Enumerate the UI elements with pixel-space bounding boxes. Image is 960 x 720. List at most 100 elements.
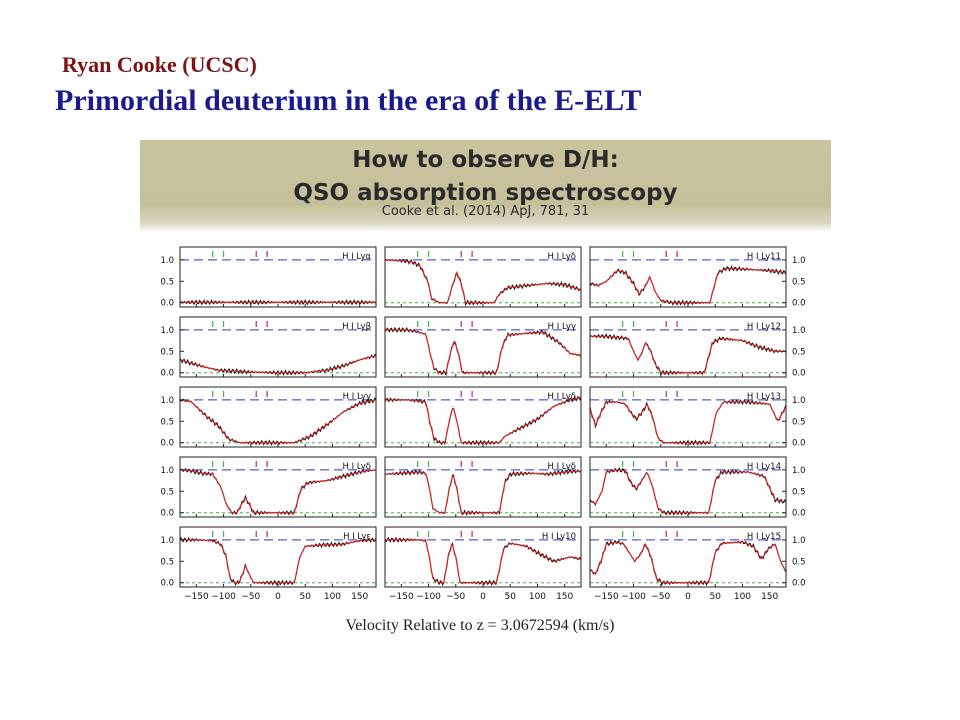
x-tick-label: 100 [324, 592, 341, 602]
panel-label: H I Lyα [342, 252, 371, 262]
banner-heading: How to observe D/H: [352, 147, 619, 173]
observed-spectrum [384, 395, 582, 447]
model-fit-curve [180, 469, 377, 514]
y-tick-label: 0.5 [160, 277, 174, 287]
x-tick-label: 150 [556, 592, 573, 602]
spectra-figure: H I Lyα 0.0 0.5 1.0 H I Lyβ 0.0 0.5 1.0 H I Lyγ 0… [160, 246, 806, 602]
y-tick-label: 0.0 [792, 579, 806, 589]
model-fit-curve [385, 470, 582, 514]
observed-spectrum [384, 326, 582, 377]
model-fit-curve [179, 399, 377, 444]
model-fit-curve [589, 267, 787, 304]
panel-label: H I Ly10 [542, 532, 576, 542]
x-tick-label: 50 [504, 592, 516, 602]
x-tick-label: −150 [389, 592, 414, 602]
panel-label: H I Lyδ [343, 462, 372, 472]
y-tick-label: 0.5 [792, 277, 806, 287]
observed-spectrum [589, 539, 787, 587]
y-tick-label: 0.5 [792, 347, 806, 357]
observed-spectrum [179, 397, 377, 446]
y-tick-label: 1.0 [160, 326, 174, 336]
figure-banner: How to observe D/H: QSO absorption spect… [140, 140, 831, 232]
y-tick-label: 0.5 [792, 557, 806, 567]
x-tick-label: 100 [529, 592, 546, 602]
panel-label: H I Ly12 [747, 322, 781, 332]
y-tick-label: 1.0 [792, 256, 806, 266]
model-fit-curve [385, 329, 582, 374]
observed-spectrum [589, 265, 787, 306]
y-tick-label: 0.5 [160, 487, 174, 497]
x-tick-label: 50 [709, 592, 721, 602]
x-tick-label: −50 [651, 592, 670, 602]
panel-label: H I Lyδ [548, 392, 577, 402]
model-fit-curve [589, 401, 787, 444]
model-fit-curve [590, 335, 786, 374]
x-tick-label: 150 [761, 592, 778, 602]
x-tick-label: −50 [241, 592, 260, 602]
y-tick-label: 0.5 [792, 487, 806, 497]
y-tick-label: 1.0 [160, 466, 174, 476]
model-fit-curve [179, 355, 377, 374]
banner-subheading: QSO absorption spectroscopy [293, 180, 678, 206]
x-tick-label: 0 [685, 592, 691, 602]
y-tick-label: 0.5 [792, 417, 806, 427]
model-fit-curve [589, 541, 787, 584]
y-tick-label: 0.0 [792, 439, 806, 449]
model-fit-curve [385, 539, 582, 584]
x-tick-label: −50 [446, 592, 465, 602]
panel-label: H I Lyδ [548, 462, 577, 472]
model-fit-curve [180, 539, 376, 584]
x-tick-label: 150 [351, 592, 368, 602]
y-tick-label: 0.0 [160, 369, 174, 379]
model-fit-curve [385, 259, 582, 304]
observed-spectrum [589, 398, 787, 446]
y-tick-label: 1.0 [160, 536, 174, 546]
slide-title: Primordial deuterium in the era of the E… [55, 84, 642, 117]
x-tick-label: −100 [416, 592, 441, 602]
y-tick-label: 0.0 [160, 579, 174, 589]
x-tick-label: −100 [621, 592, 646, 602]
y-tick-label: 1.0 [160, 256, 174, 266]
observed-spectrum [589, 467, 787, 517]
y-tick-label: 0.5 [160, 347, 174, 357]
x-axis-label: Velocity Relative to z = 3.0672594 (km/s… [345, 617, 615, 634]
x-tick-label: −150 [594, 592, 619, 602]
x-tick-label: 0 [480, 592, 486, 602]
x-tick-label: −150 [184, 592, 209, 602]
observed-spectrum [384, 468, 582, 516]
panel-label: H I Lyβ [342, 322, 371, 332]
x-tick-label: 0 [275, 592, 281, 602]
y-tick-label: 0.0 [160, 509, 174, 519]
observed-spectrum [179, 536, 377, 586]
y-tick-label: 1.0 [792, 536, 806, 546]
panel-label: H I Ly15 [747, 532, 781, 542]
y-tick-label: 0.5 [160, 417, 174, 427]
banner-citation: Cooke et al. (2014) ApJ, 781, 31 [381, 204, 590, 219]
y-tick-label: 0.0 [160, 299, 174, 309]
author-name: Ryan Cooke (UCSC) [62, 52, 257, 77]
panel-label: H I Lyγ [343, 392, 371, 402]
panel-label: H I Lyε [343, 532, 371, 542]
x-tick-label: 50 [299, 592, 311, 602]
x-tick-label: −100 [211, 592, 236, 602]
y-tick-label: 1.0 [792, 396, 806, 406]
model-fit-curve [589, 469, 787, 514]
y-tick-label: 1.0 [792, 466, 806, 476]
panel-label: H I Lyδ [548, 252, 577, 262]
observed-spectrum [384, 536, 582, 587]
panel-label: H I Ly14 [747, 462, 781, 472]
panel-label: H I Lyγ [548, 322, 576, 332]
y-tick-label: 0.0 [792, 369, 806, 379]
y-tick-label: 0.0 [792, 509, 806, 519]
panel-label: H I Ly11 [747, 252, 781, 262]
y-tick-label: 0.0 [792, 299, 806, 309]
observed-spectrum [384, 258, 582, 307]
y-tick-label: 0.0 [160, 439, 174, 449]
y-tick-label: 1.0 [160, 396, 174, 406]
panel-label: H I Ly13 [747, 392, 781, 402]
y-tick-label: 1.0 [792, 326, 806, 336]
x-tick-label: 100 [734, 592, 751, 602]
model-fit-curve [385, 397, 582, 444]
y-tick-label: 0.5 [160, 557, 174, 567]
observed-spectrum [589, 333, 787, 377]
